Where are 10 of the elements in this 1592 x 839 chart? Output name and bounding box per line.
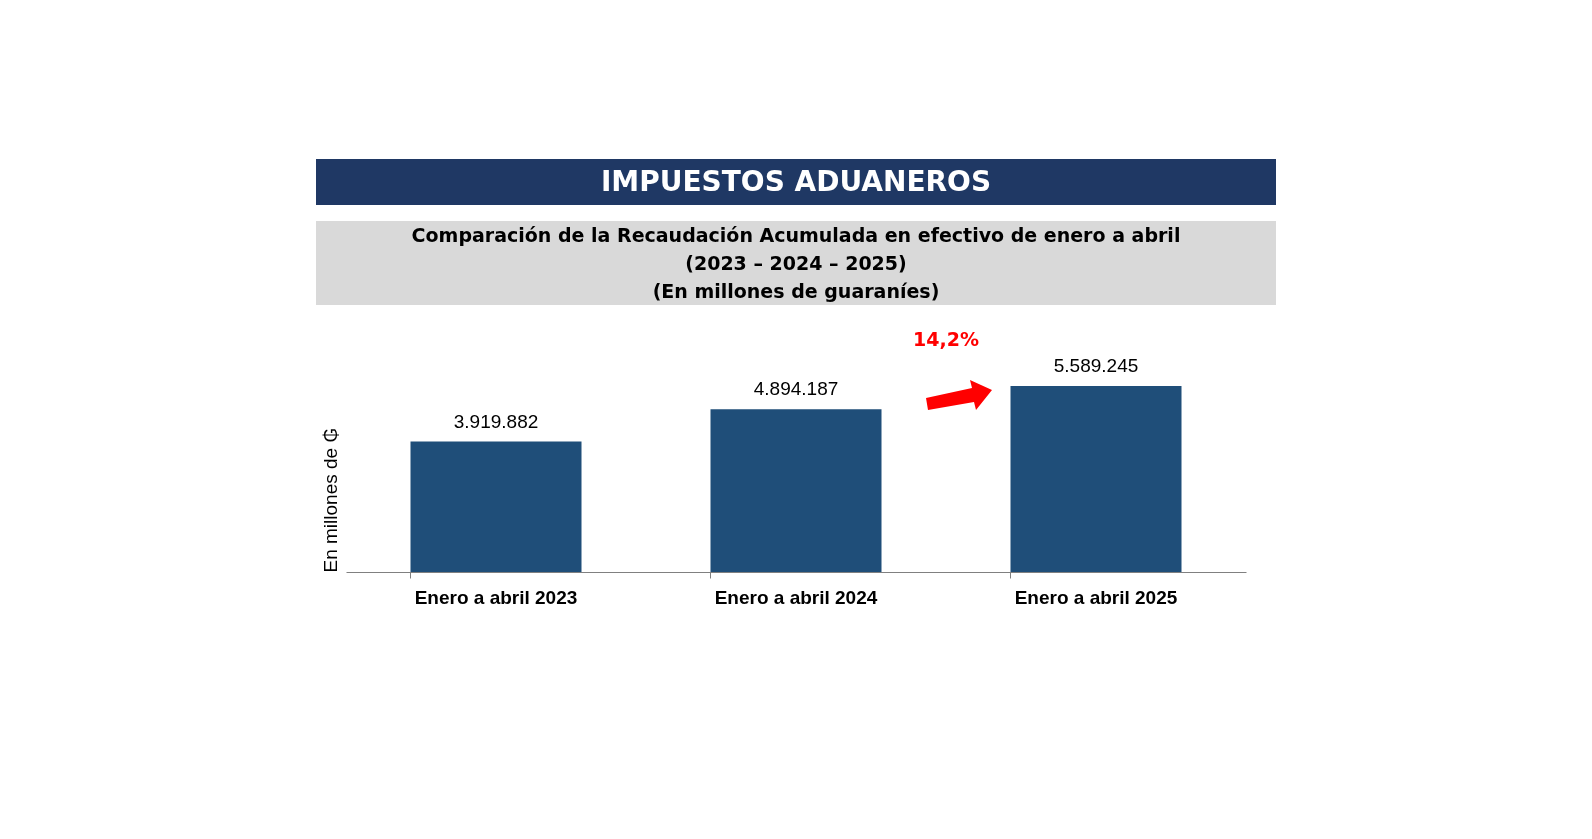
data-label: 5.589.245 — [1053, 355, 1139, 376]
chart-title: IMPUESTOS ADUANEROS — [316, 159, 1276, 205]
x-tick-label: Enero a abril 2025 — [1014, 586, 1178, 608]
data-label: 3.919.882 — [453, 410, 539, 432]
text: 14,2% — [912, 328, 980, 350]
x-tick-label: Enero a abril 2024 — [714, 586, 878, 608]
y-axis-title: En millones de ₲ — [319, 427, 341, 573]
chart-subtitle: Comparación de la Recaudación Acumulada en efectivo de enero a abril (2023 – 2024 – 2025) (En millones de guaraníes) — [316, 221, 1276, 305]
data-label: 4.894.187 — [753, 378, 839, 400]
x-tick-label: Enero a abril 2023 — [414, 586, 578, 608]
